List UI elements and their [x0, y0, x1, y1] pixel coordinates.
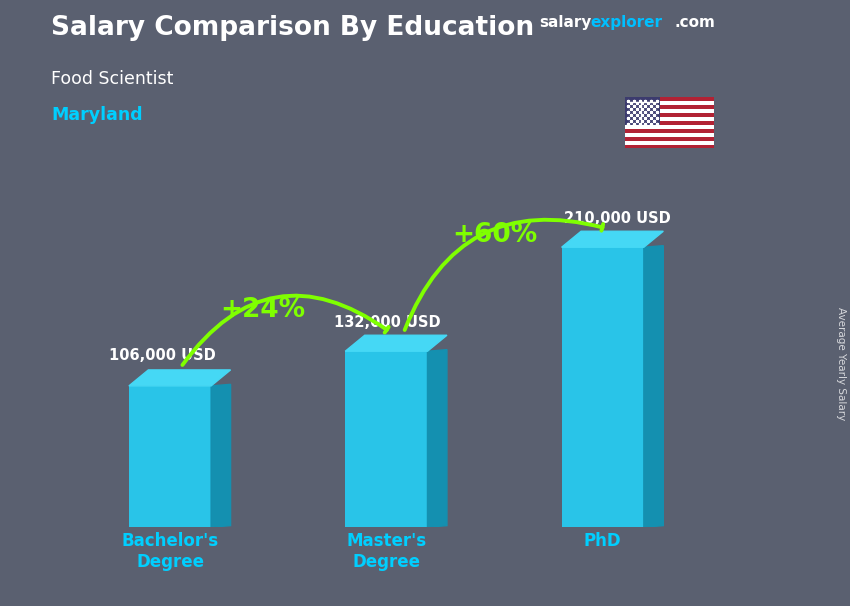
Bar [625, 117, 714, 121]
Bar [625, 109, 714, 113]
Polygon shape [643, 245, 663, 527]
Bar [625, 113, 714, 117]
Polygon shape [428, 350, 447, 527]
Bar [625, 121, 714, 125]
Text: salary: salary [540, 15, 592, 30]
Text: 106,000 USD: 106,000 USD [110, 348, 216, 363]
Bar [625, 128, 714, 133]
Polygon shape [129, 370, 230, 386]
Bar [625, 136, 714, 141]
Polygon shape [211, 384, 230, 527]
Text: .com: .com [674, 15, 715, 30]
Text: 210,000 USD: 210,000 USD [564, 211, 671, 226]
Bar [625, 105, 714, 109]
Text: Salary Comparison By Education: Salary Comparison By Education [51, 15, 534, 41]
Bar [129, 386, 211, 527]
Bar [625, 133, 714, 136]
Text: +24%: +24% [220, 297, 306, 323]
Bar [625, 97, 714, 101]
Text: Maryland: Maryland [51, 106, 143, 124]
Bar [345, 351, 428, 527]
Polygon shape [345, 335, 447, 351]
Bar [625, 125, 714, 128]
Bar [625, 97, 660, 125]
Bar [625, 141, 714, 144]
Text: +60%: +60% [452, 222, 537, 248]
Text: Average Yearly Salary: Average Yearly Salary [836, 307, 846, 420]
Polygon shape [562, 231, 663, 247]
Text: 132,000 USD: 132,000 USD [334, 315, 441, 330]
Bar [625, 144, 714, 148]
Text: explorer: explorer [591, 15, 663, 30]
Bar [625, 101, 714, 105]
Text: Food Scientist: Food Scientist [51, 70, 173, 88]
Bar [562, 247, 643, 527]
